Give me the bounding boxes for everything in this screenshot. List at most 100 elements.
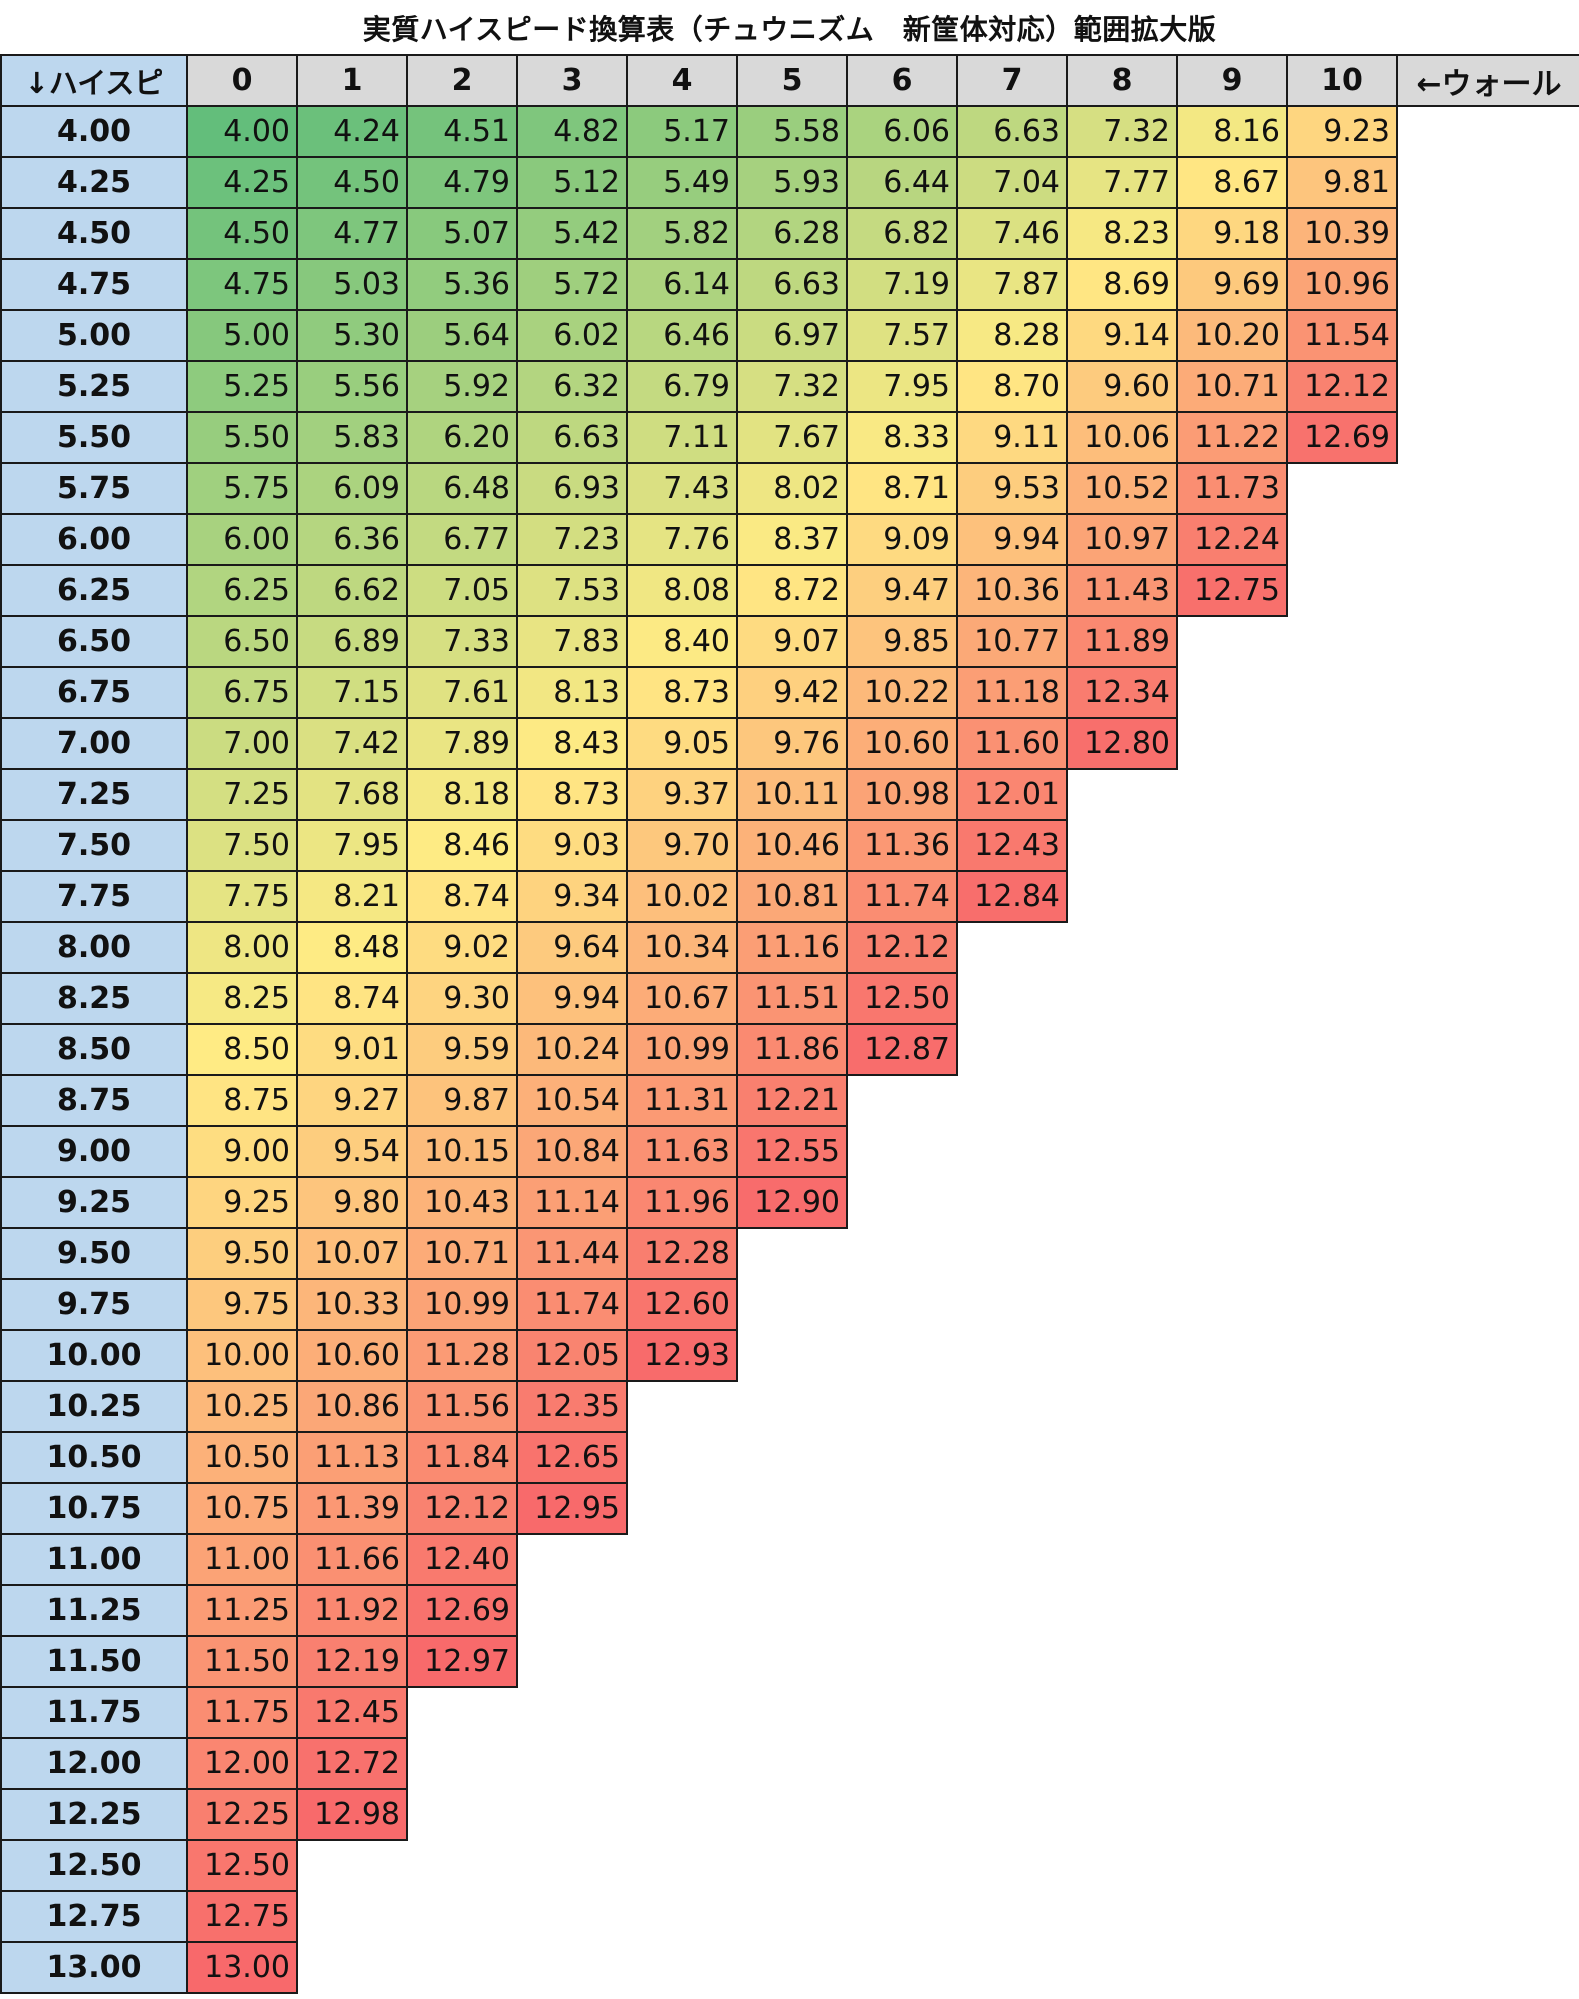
row-header-speed: 11.25 bbox=[0, 1584, 188, 1637]
table-cell: 12.69 bbox=[1286, 411, 1398, 464]
table-cell: 12.72 bbox=[296, 1737, 408, 1790]
table-cell: 7.15 bbox=[296, 666, 408, 719]
table-cell: 7.43 bbox=[626, 462, 738, 515]
table-cell: 8.21 bbox=[296, 870, 408, 923]
table-cell: 4.25 bbox=[186, 156, 298, 209]
table-cell: 10.60 bbox=[296, 1329, 408, 1382]
table-cell: 10.60 bbox=[846, 717, 958, 770]
table-cell: 12.75 bbox=[1176, 564, 1288, 617]
table-cell: 7.53 bbox=[516, 564, 628, 617]
table-cell: 9.47 bbox=[846, 564, 958, 617]
table-cell: 9.70 bbox=[626, 819, 738, 872]
table-cell: 11.22 bbox=[1176, 411, 1288, 464]
table-cell: 12.55 bbox=[736, 1125, 848, 1178]
table-cell: 11.92 bbox=[296, 1584, 408, 1637]
table-cell: 10.86 bbox=[296, 1380, 408, 1433]
table-cell: 8.50 bbox=[186, 1023, 298, 1076]
table-cell: 10.46 bbox=[736, 819, 848, 872]
table-cell: 12.12 bbox=[406, 1482, 518, 1535]
table-cell: 9.18 bbox=[1176, 207, 1288, 260]
table-cell: 12.01 bbox=[956, 768, 1068, 821]
table-cell: 6.97 bbox=[736, 309, 848, 362]
table-cell: 6.36 bbox=[296, 513, 408, 566]
table-cell: 12.93 bbox=[626, 1329, 738, 1382]
table-cell: 8.23 bbox=[1066, 207, 1178, 260]
row-header-speed: 13.00 bbox=[0, 1941, 188, 1994]
table-cell: 5.00 bbox=[186, 309, 298, 362]
table-cell: 10.77 bbox=[956, 615, 1068, 668]
table-cell: 5.07 bbox=[406, 207, 518, 260]
table-cell: 7.23 bbox=[516, 513, 628, 566]
table-cell: 6.20 bbox=[406, 411, 518, 464]
row-header-speed: 7.75 bbox=[0, 870, 188, 923]
table-cell: 9.25 bbox=[186, 1176, 298, 1229]
table-cell: 11.96 bbox=[626, 1176, 738, 1229]
table-cell: 12.28 bbox=[626, 1227, 738, 1280]
table-cell: 4.50 bbox=[296, 156, 408, 209]
table-cell: 12.90 bbox=[736, 1176, 848, 1229]
row-header-speed: 4.00 bbox=[0, 105, 188, 158]
table-cell: 10.99 bbox=[406, 1278, 518, 1331]
table-cell: 10.96 bbox=[1286, 258, 1398, 311]
table-cell: 8.72 bbox=[736, 564, 848, 617]
row-header-speed: 7.00 bbox=[0, 717, 188, 770]
row-header-speed: 8.75 bbox=[0, 1074, 188, 1127]
table-cell: 7.83 bbox=[516, 615, 628, 668]
table-cell: 12.84 bbox=[956, 870, 1068, 923]
table-cell: 5.93 bbox=[736, 156, 848, 209]
table-cell: 7.89 bbox=[406, 717, 518, 770]
table-cell: 6.48 bbox=[406, 462, 518, 515]
table-cell: 6.79 bbox=[626, 360, 738, 413]
table-cell: 6.63 bbox=[516, 411, 628, 464]
table-cell: 9.11 bbox=[956, 411, 1068, 464]
table-cell: 10.99 bbox=[626, 1023, 738, 1076]
table-cell: 6.32 bbox=[516, 360, 628, 413]
table-cell: 7.42 bbox=[296, 717, 408, 770]
row-header-speed: 12.00 bbox=[0, 1737, 188, 1790]
row-header-speed: 8.25 bbox=[0, 972, 188, 1025]
table-cell: 7.68 bbox=[296, 768, 408, 821]
table-cell: 9.30 bbox=[406, 972, 518, 1025]
table-cell: 9.94 bbox=[516, 972, 628, 1025]
table-cell: 6.28 bbox=[736, 207, 848, 260]
table-cell: 9.05 bbox=[626, 717, 738, 770]
table-cell: 11.00 bbox=[186, 1533, 298, 1586]
table-cell: 7.00 bbox=[186, 717, 298, 770]
table-cell: 6.50 bbox=[186, 615, 298, 668]
table-cell: 9.27 bbox=[296, 1074, 408, 1127]
table-cell: 11.13 bbox=[296, 1431, 408, 1484]
row-header-speed: 12.75 bbox=[0, 1890, 188, 1943]
table-cell: 7.25 bbox=[186, 768, 298, 821]
table-cell: 12.87 bbox=[846, 1023, 958, 1076]
row-header-speed: 4.75 bbox=[0, 258, 188, 311]
table-cell: 7.05 bbox=[406, 564, 518, 617]
page-title: 実質ハイスピード換算表（チュウニズム 新筐体対応）範囲拡大版 bbox=[362, 13, 1217, 46]
table-cell: 5.36 bbox=[406, 258, 518, 311]
table-cell: 11.28 bbox=[406, 1329, 518, 1382]
table-cell: 11.73 bbox=[1176, 462, 1288, 515]
row-header-speed: 12.25 bbox=[0, 1788, 188, 1841]
table-cell: 8.71 bbox=[846, 462, 958, 515]
table-cell: 10.22 bbox=[846, 666, 958, 719]
table-cell: 6.75 bbox=[186, 666, 298, 719]
table-cell: 9.14 bbox=[1066, 309, 1178, 362]
table-cell: 7.76 bbox=[626, 513, 738, 566]
wall-column-header: 9 bbox=[1176, 54, 1288, 107]
table-cell: 9.75 bbox=[186, 1278, 298, 1331]
row-header-speed: 11.75 bbox=[0, 1686, 188, 1739]
table-cell: 10.39 bbox=[1286, 207, 1398, 260]
table-cell: 6.44 bbox=[846, 156, 958, 209]
table-cell: 9.60 bbox=[1066, 360, 1178, 413]
table-cell: 5.25 bbox=[186, 360, 298, 413]
table-cell: 9.09 bbox=[846, 513, 958, 566]
table-cell: 11.31 bbox=[626, 1074, 738, 1127]
table-cell: 11.54 bbox=[1286, 309, 1398, 362]
table-cell: 9.64 bbox=[516, 921, 628, 974]
table-cell: 11.14 bbox=[516, 1176, 628, 1229]
table-cell: 10.75 bbox=[186, 1482, 298, 1535]
table-cell: 7.04 bbox=[956, 156, 1068, 209]
table-cell: 10.33 bbox=[296, 1278, 408, 1331]
table-cell: 6.14 bbox=[626, 258, 738, 311]
wall-column-header: 1 bbox=[296, 54, 408, 107]
